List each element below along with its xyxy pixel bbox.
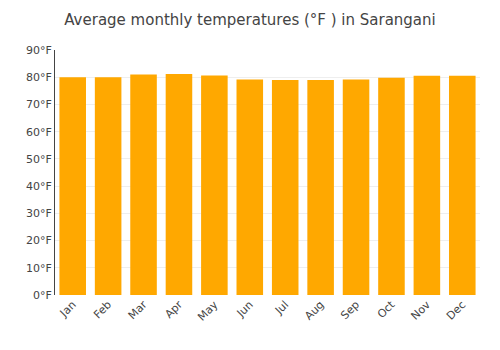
svg-text:Jan: Jan [57,298,79,320]
svg-text:50°F: 50°F [26,153,52,166]
svg-text:May: May [195,298,221,324]
svg-text:Apr: Apr [162,298,185,321]
svg-text:Aug: Aug [302,298,326,322]
svg-text:60°F: 60°F [26,126,52,139]
svg-text:Dec: Dec [444,298,468,322]
svg-text:20°F: 20°F [26,234,52,247]
svg-text:Mar: Mar [126,298,150,322]
svg-text:Feb: Feb [91,298,114,321]
svg-text:Sep: Sep [338,298,362,322]
svg-text:Nov: Nov [409,298,434,323]
svg-text:30°F: 30°F [26,207,52,220]
svg-text:80°F: 80°F [26,71,52,84]
svg-text:Jun: Jun [234,298,256,320]
svg-text:Oct: Oct [375,298,398,321]
svg-text:Jul: Jul [272,298,291,317]
svg-text:70°F: 70°F [26,98,52,111]
svg-text:40°F: 40°F [26,180,52,193]
svg-text:10°F: 10°F [26,262,52,275]
svg-text:90°F: 90°F [26,44,52,57]
svg-text:Average monthly temperatures (: Average monthly temperatures (°F ) in Sa… [64,11,436,29]
svg-text:0°F: 0°F [33,289,52,302]
